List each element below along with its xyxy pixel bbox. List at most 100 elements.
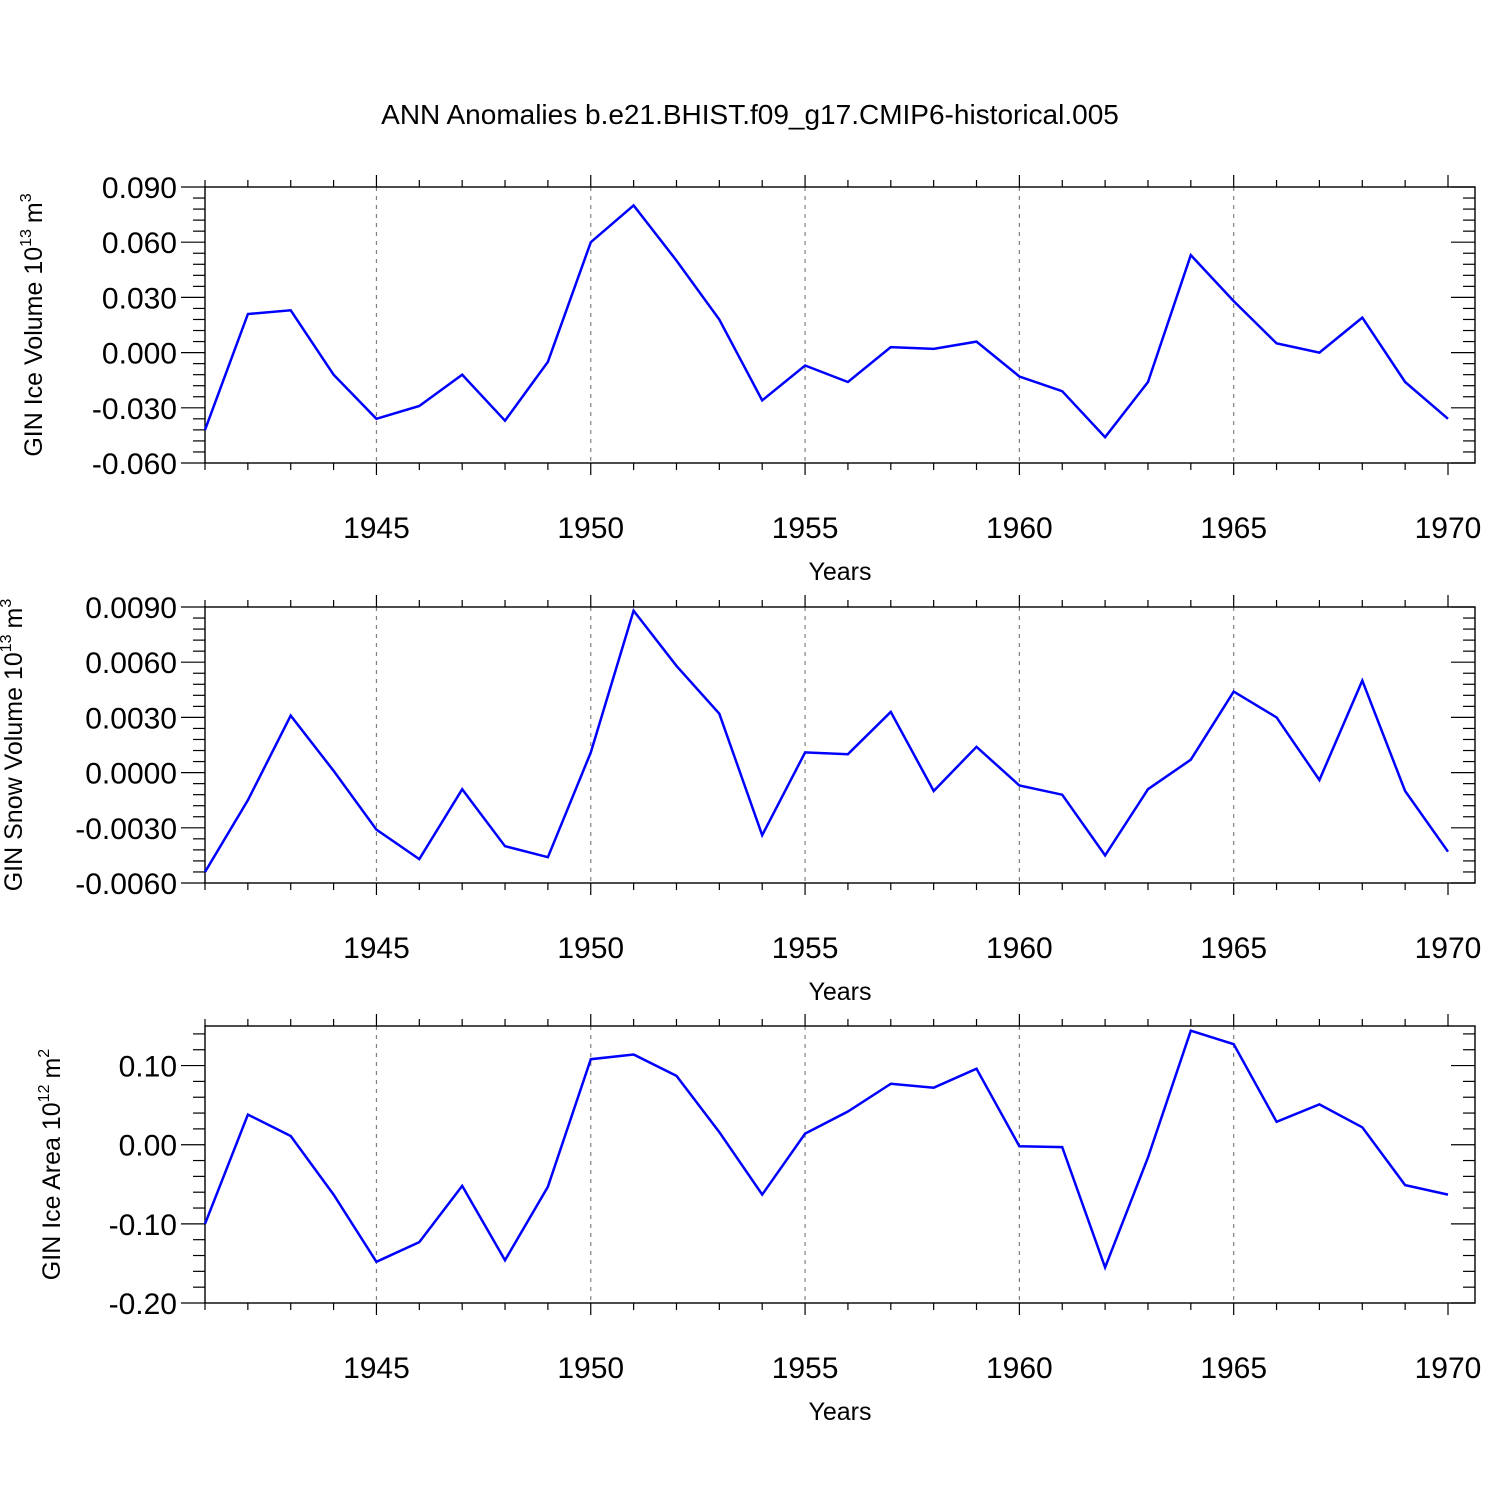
data-point [1060,1145,1064,1149]
chart-panel-ice-area: -0.20 -0.10 0.00 0.10 1945 1950 1955 1960 1965 19… [36,1014,1481,1426]
y-axis-title-unit: m [0,608,28,629]
data-point [1275,1120,1279,1124]
data-point [546,360,550,364]
y-tick-label: 0.0090 [85,592,177,625]
data-point [674,1074,678,1078]
data-point [332,1193,336,1197]
x-tick-label: 1950 [557,1352,624,1385]
x-tick-label: 1970 [1415,932,1482,965]
y-axis-title-unit: m [38,1058,66,1079]
data-point [1317,778,1321,782]
data-point [1232,690,1236,694]
y-tick-label: 0.10 [119,1051,177,1084]
data-point [289,308,293,312]
y-axis-title-unit-exponent: 3 [18,193,35,202]
y-axis-title-main: GIN Ice Volume 10 [20,247,48,457]
y-axis-title-exponent: 13 [0,634,15,652]
y-tick-label: -0.10 [109,1209,177,1242]
y-tick-label: 0.000 [102,338,177,371]
plot-frame [204,606,1476,884]
x-axis-title: Years [808,1398,871,1426]
x-tick-label: 1960 [986,1352,1053,1385]
y-axis-title-unit-exponent: 2 [36,1049,53,1058]
y-axis-title-main: GIN Snow Volume 10 [0,652,28,891]
data-point [1360,1125,1364,1129]
x-tick-label: 1965 [1200,512,1267,545]
data-point [932,789,936,793]
data-point [846,380,850,384]
data-point [846,752,850,756]
data-point [632,609,636,613]
series-line [203,608,1450,873]
chart-title: ANN Anomalies b.e21.BHIST.f09_g17.CMIP6-… [381,99,1119,130]
data-point [632,1052,636,1056]
data-point [589,750,593,754]
data-point [1360,679,1364,683]
data-point [503,1258,507,1262]
data-point [1446,850,1450,854]
x-tick-label: 1955 [772,932,839,965]
data-point [203,428,207,432]
data-point [1446,1193,1450,1197]
data-point [932,347,936,351]
y-tick-label: 0.030 [102,282,177,315]
data-point [203,870,207,874]
data-point [1146,787,1150,791]
plot-frame [204,1025,1476,1304]
data-point [417,404,421,408]
data-point [246,798,250,802]
y-tick-label: -0.20 [109,1288,177,1321]
data-point [846,1109,850,1113]
data-point [1189,1029,1193,1033]
x-tick-label: 1945 [343,932,410,965]
data-point [717,1130,721,1134]
data-point [1017,1144,1021,1148]
data-point [1060,793,1064,797]
data-point [503,419,507,423]
y-tick-label: -0.030 [92,393,177,426]
y-tick-label: 0.0060 [85,647,177,680]
y-tick-label: -0.0030 [75,813,177,846]
x-axis-title: Years [808,558,871,586]
data-point [1146,1155,1150,1159]
data-point [1103,853,1107,857]
data-point [546,1185,550,1189]
x-tick-label: 1960 [986,512,1053,545]
chart-panel-ice-volume: -0.060 -0.030 0.000 0.030 0.060 0.090 1945 1950… [18,172,1481,586]
data-point [1232,1042,1236,1046]
x-tick-label: 1955 [772,1352,839,1385]
y-axis-title: GIN Ice Area 1012 m2 [36,1049,66,1281]
data-point [246,1113,250,1117]
data-point [803,363,807,367]
data-point [717,317,721,321]
x-tick-label: 1965 [1200,932,1267,965]
y-axis-title-unit: m [20,202,48,223]
data-point [674,259,678,263]
x-tick-label: 1950 [557,932,624,965]
x-tick-label: 1970 [1415,512,1482,545]
data-point [460,787,464,791]
data-point [889,345,893,349]
y-tick-label: 0.090 [102,172,177,205]
y-tick-label: -0.060 [92,448,177,481]
data-point [374,417,378,421]
data-point [332,769,336,773]
data-point [1317,1102,1321,1106]
data-point [1275,341,1279,345]
data-point [1146,380,1150,384]
data-point [417,1240,421,1244]
data-point [975,745,979,749]
chart-panel-snow-volume: -0.0060 -0.0030 0.0000 0.0030 0.0060 0.0090 19… [0,592,1481,1006]
data-point [1017,783,1021,787]
data-point [1403,380,1407,384]
data-point [1189,253,1193,257]
data-point [374,828,378,832]
data-point [760,1193,764,1197]
y-axis-title-exponent: 13 [18,229,35,247]
data-point [203,1222,207,1226]
series-line [203,203,1449,440]
data-point [503,844,507,848]
x-axis-title: Years [808,978,871,1006]
x-tick-label: 1945 [343,512,410,545]
data-point [546,855,550,859]
